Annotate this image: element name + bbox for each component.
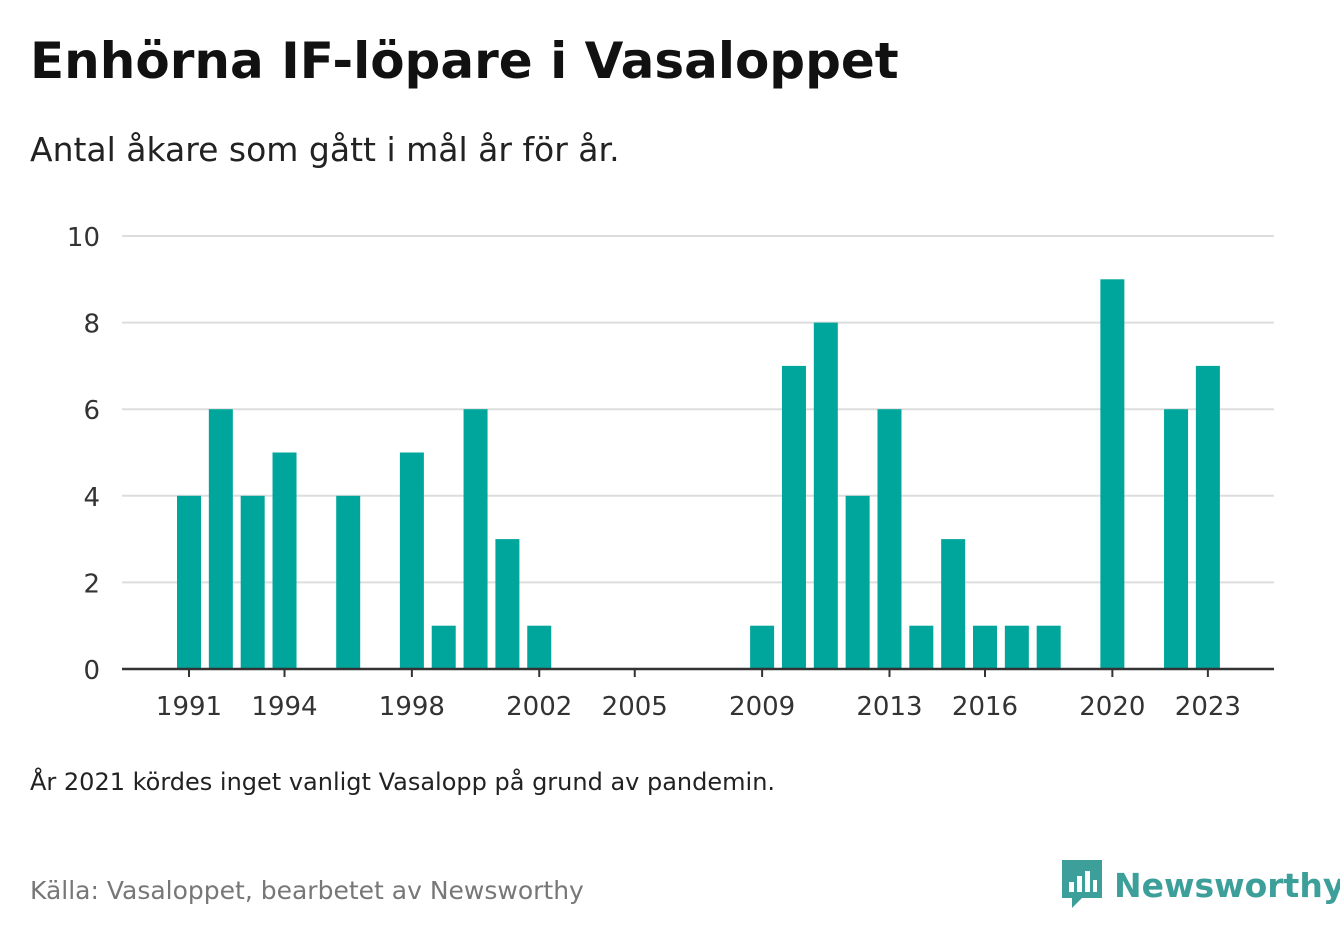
chart-note: År 2021 kördes inget vanligt Vasalopp på… xyxy=(30,768,776,796)
bar-2016 xyxy=(973,625,997,669)
bar-2010 xyxy=(781,365,806,669)
x-tick-label: 2023 xyxy=(1175,692,1241,722)
bar-2018 xyxy=(1036,625,1061,669)
newsworthy-logo: Newsworthy xyxy=(1062,860,1340,910)
source-credit: Källa: Vasaloppet, bearbetet av Newswort… xyxy=(30,876,584,905)
bar-1998 xyxy=(399,452,424,669)
bar-2002 xyxy=(527,625,552,669)
y-tick-label: 2 xyxy=(83,569,100,599)
bar-2015 xyxy=(941,539,966,669)
x-tick-label: 2016 xyxy=(952,692,1018,722)
bar-1994 xyxy=(272,452,297,669)
x-tick-label: 2013 xyxy=(856,692,922,722)
bar-2022 xyxy=(1164,409,1189,669)
x-tick-label: 2002 xyxy=(506,692,572,722)
brand-name: Newsworthy xyxy=(1114,865,1340,905)
bar-2001 xyxy=(495,539,520,669)
y-tick-label: 4 xyxy=(83,483,100,513)
x-tick-label: 2009 xyxy=(729,692,795,722)
bar-2014 xyxy=(909,625,934,669)
bar-chart-logo-icon xyxy=(1062,860,1102,908)
bar-1991 xyxy=(177,495,201,669)
chart-subtitle: Antal åkare som gått i mål år för år. xyxy=(30,130,620,169)
bar-2013 xyxy=(877,409,902,669)
bar-2017 xyxy=(1004,625,1029,669)
x-tick-label: 2005 xyxy=(602,692,668,722)
x-tick-label: 1991 xyxy=(156,692,222,722)
bar-chart: 0 2 4 6 8 10 1991 1994 1998 2002 2005 2009 2013 2016 2… xyxy=(67,223,1274,722)
bar-1992 xyxy=(208,409,233,669)
bar-1999 xyxy=(431,625,456,669)
y-tick-label: 0 xyxy=(83,656,100,686)
bar-1996 xyxy=(336,495,361,669)
x-tick-label: 1998 xyxy=(379,692,445,722)
y-tick-label: 8 xyxy=(83,310,100,340)
bar-1993 xyxy=(240,495,265,669)
bar-2000 xyxy=(463,409,488,669)
y-tick-label: 10 xyxy=(67,223,100,253)
bar-2020 xyxy=(1100,279,1125,669)
bar-2011 xyxy=(813,322,838,669)
x-tick-label: 1994 xyxy=(251,692,317,722)
y-tick-label: 6 xyxy=(83,396,100,426)
bar-2012 xyxy=(845,495,870,669)
bar-2009 xyxy=(750,625,775,669)
chart-title: Enhörna IF-löpare i Vasaloppet xyxy=(30,32,899,90)
x-tick-label: 2020 xyxy=(1079,692,1145,722)
bar-2023 xyxy=(1195,365,1220,669)
